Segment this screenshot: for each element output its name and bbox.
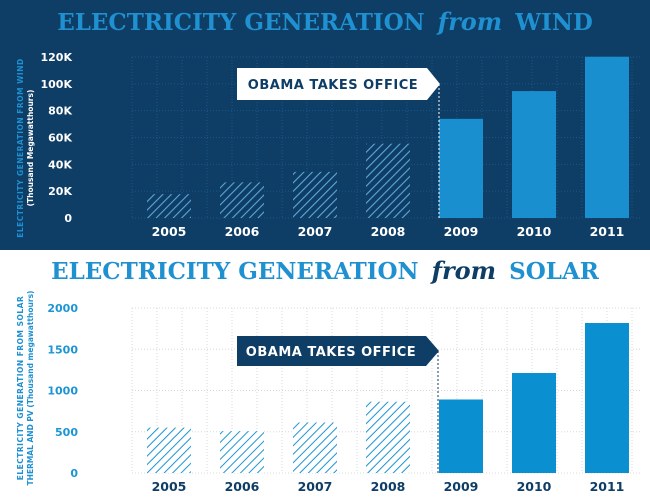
solar-x-tick-label: 2005 [152, 479, 187, 494]
wind-bars [147, 56, 629, 219]
wind-bar-2005 [147, 194, 191, 218]
solar-y-tick-label: 1000 [47, 385, 78, 398]
svg-text:THERMAL AND PV (Thousand megaw: THERMAL AND PV (Thousand megawatthours) [26, 291, 35, 486]
wind-annotation-text: OBAMA TAKES OFFICE [248, 78, 418, 93]
solar-bar-2009 [439, 399, 483, 473]
wind-y-axis-label: ELECTRICITY GENERATION FROM WIND (Thousa… [16, 58, 35, 237]
wind-annotation: OBAMA TAKES OFFICE [237, 68, 440, 218]
wind-y-axis-ticks: 0 20K 40K 60K 80K 100K 120K [41, 51, 73, 225]
svg-text:(Thousand Megawatthours): (Thousand Megawatthours) [26, 90, 35, 207]
wind-x-tick-label: 2008 [371, 224, 406, 239]
wind-y-tick-label: 120K [41, 51, 73, 64]
wind-bar-2011 [585, 56, 629, 219]
solar-bar-2006 [220, 431, 264, 473]
wind-y-tick-label: 60K [48, 132, 72, 145]
solar-bar-2008 [366, 401, 410, 473]
wind-bar-2009 [439, 118, 483, 218]
wind-panel: ELECTRICITY GENERATION from WIND 0 20K 40K… [0, 0, 650, 250]
solar-x-tick-label: 2010 [517, 479, 552, 494]
wind-x-tick-label: 2006 [225, 224, 260, 239]
wind-y-tick-label: 40K [48, 158, 72, 171]
solar-y-tick-label: 0 [70, 467, 78, 480]
wind-bar-2008 [366, 143, 410, 218]
wind-x-tick-label: 2005 [152, 224, 187, 239]
solar-panel: ELECTRICITY GENERATION from SOLAR 0 500 10… [16, 256, 640, 494]
wind-bar-2010 [512, 91, 556, 218]
solar-y-tick-label: 500 [55, 426, 78, 439]
solar-bars [147, 323, 629, 473]
wind-x-tick-label: 2010 [517, 224, 552, 239]
solar-y-tick-label: 2000 [47, 302, 78, 315]
wind-x-tick-label: 2011 [590, 224, 625, 239]
solar-x-tick-label: 2011 [590, 479, 625, 494]
wind-y-tick-label: 0 [64, 212, 72, 225]
solar-x-tick-label: 2007 [298, 479, 333, 494]
solar-annotation-text: OBAMA TAKES OFFICE [246, 345, 416, 360]
wind-chart-title: ELECTRICITY GENERATION from WIND [57, 7, 593, 36]
solar-y-axis-label: ELECTRICITY GENERATION FROM SOLAR THERMA… [16, 291, 35, 486]
solar-y-tick-label: 1500 [47, 343, 78, 356]
wind-y-tick-label: 100K [41, 78, 73, 91]
solar-bar-2007 [293, 422, 337, 473]
wind-bar-2006 [220, 182, 264, 218]
wind-bar-2007 [293, 171, 337, 218]
solar-x-tick-label: 2008 [371, 479, 406, 494]
solar-chart-title: ELECTRICITY GENERATION from SOLAR [51, 256, 600, 285]
solar-y-axis-ticks: 0 500 1000 1500 2000 [47, 302, 78, 480]
wind-annotation-arrow [237, 68, 440, 100]
solar-x-tick-label: 2009 [444, 479, 479, 494]
solar-x-axis-ticks: 2005 2006 2007 2008 2009 2010 2011 [152, 479, 625, 494]
svg-text:ELECTRICITY GENERATION FROM WI: ELECTRICITY GENERATION FROM WIND [16, 58, 25, 237]
solar-bar-2005 [147, 427, 191, 473]
solar-bar-2011 [585, 323, 629, 473]
solar-annotation-arrow [237, 336, 439, 366]
wind-x-axis-ticks: 2005 2006 2007 2008 2009 2010 2011 [152, 224, 625, 239]
wind-x-tick-label: 2009 [444, 224, 479, 239]
wind-y-tick-label: 20K [48, 185, 72, 198]
solar-bar-2010 [512, 373, 556, 473]
wind-y-tick-label: 80K [48, 105, 72, 118]
wind-x-tick-label: 2007 [298, 224, 333, 239]
svg-text:ELECTRICITY GENERATION FROM SO: ELECTRICITY GENERATION FROM SOLAR [16, 296, 25, 481]
solar-annotation: OBAMA TAKES OFFICE [237, 336, 439, 473]
solar-x-tick-label: 2006 [225, 479, 260, 494]
